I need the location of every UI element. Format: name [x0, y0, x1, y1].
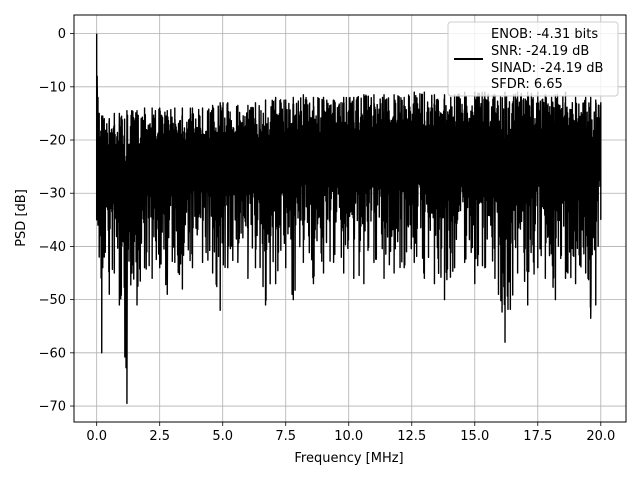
x-tick-label: 20.0 — [586, 429, 615, 444]
x-tick-label: 5.0 — [212, 429, 233, 444]
psd-series — [95, 33, 602, 405]
legend-box — [447, 21, 619, 97]
y-axis-label: PSD [dB] — [14, 189, 29, 247]
legend-enob: ENOB: -4.31 bits — [491, 27, 598, 42]
y-tick-label: 0 — [58, 27, 66, 42]
x-tick-label: 7.5 — [275, 429, 296, 444]
x-tick-label: 15.0 — [460, 429, 489, 444]
x-axis-label: Frequency [MHz] — [294, 451, 403, 466]
y-tick-label: −50 — [39, 293, 66, 308]
legend-sfdr: SFDR: 6.65 — [491, 77, 563, 92]
legend-snr: SNR: -24.19 dB — [491, 44, 589, 59]
y-tick-label: −70 — [39, 400, 66, 415]
y-tick-label: −10 — [39, 80, 66, 95]
psd-line — [95, 33, 602, 405]
y-tick-label: −40 — [39, 240, 66, 255]
x-tick-label: 17.5 — [523, 429, 552, 444]
legend: ENOB: -4.31 bits SNR: -24.19 dB SINAD: -… — [447, 21, 619, 97]
x-tick-label: 0.0 — [86, 429, 107, 444]
plot-frame — [73, 14, 627, 423]
legend-sinad: SINAD: -24.19 dB — [491, 61, 603, 76]
x-tick-label: 12.5 — [397, 429, 426, 444]
x-tick-label: 2.5 — [149, 429, 170, 444]
x-tick-label: 10.0 — [334, 429, 363, 444]
y-tick-label: −20 — [39, 134, 66, 149]
y-tick-label: −60 — [39, 346, 66, 361]
axis-ticks: 0.0 2.5 5.0 7.5 10.0 12.5 15.0 17.5 20.0 0 −10 −20 −… — [39, 27, 616, 444]
y-tick-label: −30 — [39, 187, 66, 202]
